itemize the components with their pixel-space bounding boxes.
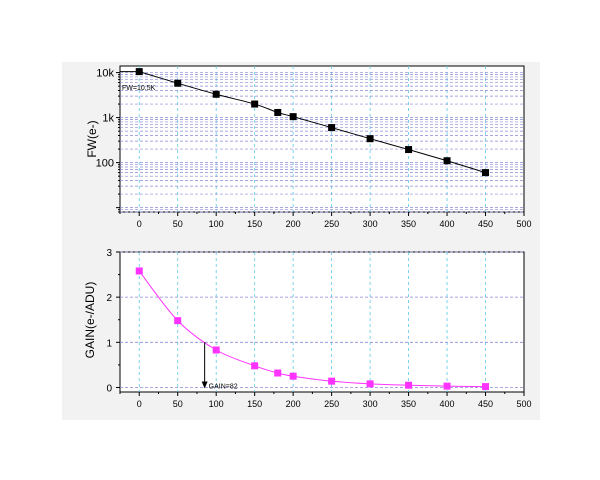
gain-annotation-arrow — [201, 342, 208, 389]
fw-data-point — [174, 79, 182, 87]
gain-x-tick-label: 100 — [209, 399, 224, 409]
fw-x-tick-label: 400 — [440, 219, 455, 229]
gain-x-tick-label: 400 — [440, 399, 455, 409]
gain-data-point — [443, 382, 451, 390]
fw-data-point — [212, 90, 220, 98]
gain-axes: 0 50 100 150 200 250 300 350 400 450 500 0 1 2 3 — [106, 248, 531, 409]
gain-x-tick-label: 150 — [247, 399, 262, 409]
fw-x-tick-label: 500 — [516, 219, 531, 229]
fw-data-point — [482, 169, 490, 177]
gain-y-tick-label: 1 — [106, 338, 112, 349]
gain-data-point — [289, 372, 297, 380]
gain-x-tick-label: 500 — [516, 399, 531, 409]
fw-data-point — [328, 124, 336, 132]
fw-x-tick-label: 50 — [173, 219, 183, 229]
fw-x-tick-label: 350 — [401, 219, 416, 229]
gain-chart: 0 50 100 150 200 250 300 350 400 450 500 0 1 2 3 GAIN(… — [83, 248, 532, 409]
fw-y-tick-label: 100 — [96, 158, 114, 170]
fw-data-point — [366, 135, 374, 143]
fw-axes: 0 50 100 150 200 250 300 350 400 450 500 100 1k 10k — [96, 68, 532, 229]
gain-x-tick-label: 250 — [324, 399, 339, 409]
gain-x-tick-label: 50 — [173, 399, 183, 409]
fw-data-point — [251, 100, 259, 108]
fw-plot-area — [119, 65, 525, 213]
fw-x-tick-label: 300 — [363, 219, 378, 229]
gain-data-point — [212, 346, 220, 354]
fw-y-tick-label: 1k — [102, 113, 114, 125]
fw-x-tick-label: 150 — [247, 219, 262, 229]
fw-y-axis-label: FW(e-) — [85, 120, 99, 157]
fw-data-point — [274, 108, 282, 116]
fw-x-tick-label: 250 — [324, 219, 339, 229]
gain-data-point — [174, 317, 182, 325]
gain-annotation-arrow-head — [201, 381, 208, 389]
fw-data-point — [443, 157, 451, 165]
gain-data-point — [482, 383, 490, 391]
fw-series — [120, 68, 490, 177]
fw-x-tick-label: 450 — [478, 219, 493, 229]
fw-annotation: FW=10.5K — [122, 85, 156, 92]
gain-x-tick-label: 300 — [363, 399, 378, 409]
gain-y-tick-label: 2 — [106, 293, 112, 304]
gain-x-tick-label: 0 — [137, 399, 142, 409]
gain-data-point — [274, 369, 282, 377]
fw-data-point — [289, 113, 297, 121]
fw-x-tick-label: 0 — [137, 219, 142, 229]
fw-x-tick-label: 200 — [286, 219, 301, 229]
gain-x-tick-label: 200 — [286, 399, 301, 409]
gain-data-point — [366, 380, 374, 388]
gain-data-point — [135, 267, 143, 275]
gain-data-point — [328, 377, 336, 385]
gain-x-tick-label: 450 — [478, 399, 493, 409]
fw-x-tick-label: 100 — [209, 219, 224, 229]
gain-data-point — [251, 362, 259, 370]
gain-y-tick-label: 3 — [106, 248, 112, 259]
fw-chart: 0 50 100 150 200 250 300 350 400 450 500 100 1k 10k F… — [85, 65, 532, 229]
gain-data-point — [405, 381, 413, 389]
gain-grid — [120, 251, 524, 392]
gain-plot-area — [119, 251, 525, 393]
gain-y-tick-label: 0 — [106, 383, 112, 394]
gain-y-axis-label: GAIN(e-/ADU) — [83, 282, 97, 359]
gain-x-tick-label: 350 — [401, 399, 416, 409]
fw-data-point — [405, 146, 413, 154]
gain-annotation: GAIN=82 — [209, 383, 238, 390]
fw-y-tick-label: 10k — [96, 68, 114, 80]
